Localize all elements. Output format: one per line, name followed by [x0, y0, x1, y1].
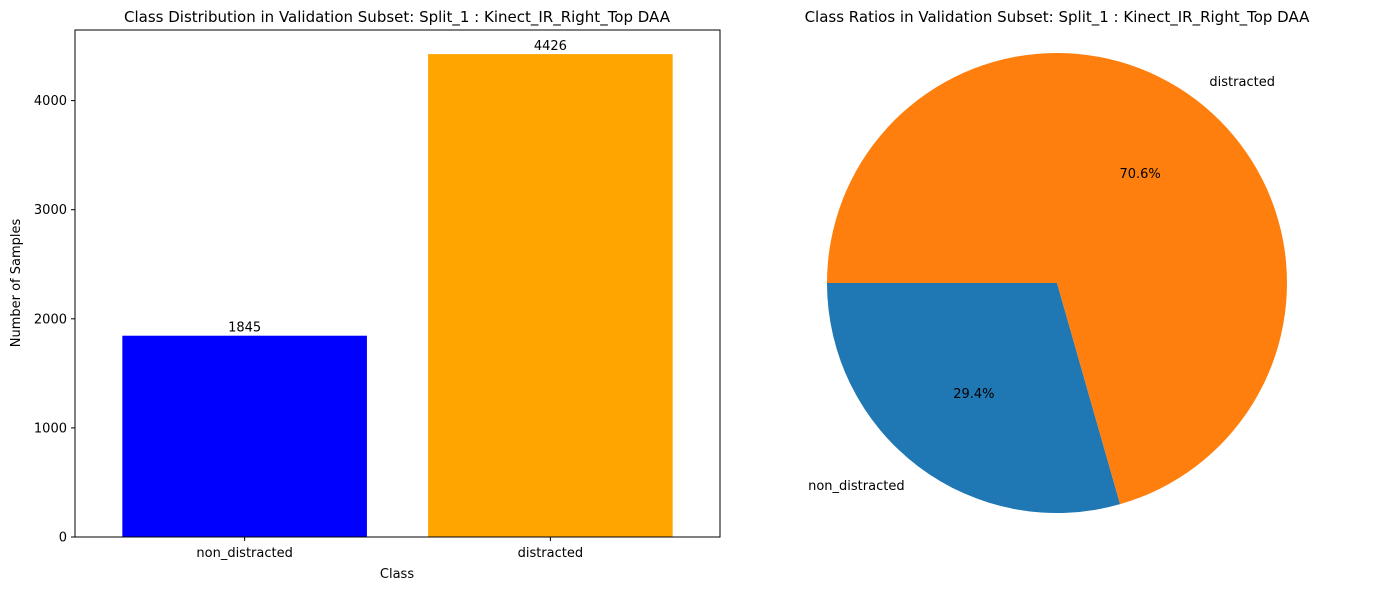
x-tick-label: distracted	[518, 546, 584, 561]
y-axis-label: Number of Samples	[9, 219, 24, 348]
bar-non_distracted	[122, 335, 367, 537]
bar-data-label: 1845	[228, 321, 261, 336]
pie-slice-distracted	[827, 52, 1287, 505]
bar-distracted	[428, 54, 673, 537]
bar-chart: Class Distribution in Validation Subset:…	[9, 8, 721, 582]
y-tick-label: 1000	[34, 421, 67, 436]
pie-label: distracted	[1209, 75, 1275, 90]
y-tick-label: 0	[59, 531, 67, 546]
bar-data-label: 4426	[534, 39, 567, 54]
y-tick-label: 4000	[34, 94, 67, 109]
pie-chart: Class Ratios in Validation Subset: Split…	[805, 8, 1311, 514]
pie-percent-label: 70.6%	[1119, 167, 1160, 182]
pie-chart-title: Class Ratios in Validation Subset: Split…	[805, 8, 1311, 27]
bar-group: 1845 4426	[122, 39, 673, 537]
pie-group: non_distracted 29.4% distracted 70.6%	[808, 52, 1287, 514]
x-tick-label: non_distracted	[196, 546, 292, 561]
y-tick-label: 2000	[34, 312, 67, 327]
y-axis-ticks: 0 1000 2000 3000 4000	[34, 94, 75, 546]
bar-plot-frame	[74, 29, 721, 538]
x-axis-ticks: non_distracted distracted	[196, 537, 583, 561]
x-axis-label: Class	[380, 567, 414, 582]
pie-percent-label: 29.4%	[953, 387, 994, 402]
bar-chart-title: Class Distribution in Validation Subset:…	[124, 8, 671, 27]
y-tick-label: 3000	[34, 203, 67, 218]
pie-slice-non_distracted	[827, 283, 1121, 514]
pie-label: non_distracted	[808, 479, 904, 494]
